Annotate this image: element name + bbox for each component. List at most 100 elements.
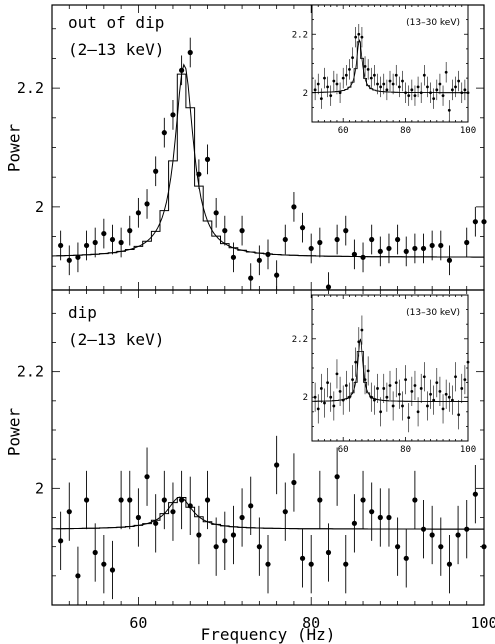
data-point (404, 82, 407, 103)
data-point (274, 260, 280, 290)
data-point (161, 117, 167, 148)
data-point (230, 505, 237, 565)
data-point (248, 263, 254, 290)
data-point (222, 511, 228, 570)
data-point (429, 82, 432, 103)
data-point (351, 239, 357, 270)
data-point (412, 233, 418, 264)
data-point (351, 494, 357, 553)
data-point (404, 365, 407, 395)
data-point (446, 245, 453, 276)
data-point (308, 233, 314, 264)
data-point (291, 453, 297, 512)
data-point (466, 347, 470, 377)
data-point (457, 70, 461, 92)
data-point (357, 327, 361, 357)
data-point (454, 76, 457, 98)
data-point (447, 100, 451, 121)
data-point (335, 73, 339, 95)
data-point (386, 488, 392, 547)
data-point (75, 546, 81, 605)
inset-y-tick-label: 2.2 (292, 30, 308, 40)
data-point (369, 382, 373, 412)
data-point (420, 233, 427, 264)
data-point (401, 391, 404, 421)
data-point (170, 482, 176, 541)
data-point (348, 59, 351, 80)
inset-background (312, 5, 468, 122)
data-point (464, 227, 470, 258)
data-point (326, 76, 329, 98)
data-point (369, 224, 375, 255)
data-point (313, 79, 317, 101)
data-point (153, 494, 159, 553)
data-point (187, 37, 193, 68)
model-curve-line (312, 39, 468, 94)
data-point (144, 189, 150, 219)
data-point (332, 391, 336, 421)
data-point (153, 156, 159, 187)
x-axis-label: Frequency (Hz) (201, 625, 336, 644)
data-point (413, 85, 417, 106)
panel-annotation-line2: (2–13 keV) (68, 330, 164, 349)
data-point (413, 370, 417, 401)
data-point (416, 397, 420, 427)
y-tick-label: 2 (35, 198, 44, 216)
data-point (325, 523, 332, 582)
data-point (299, 529, 306, 588)
data-point (213, 517, 219, 576)
inset-y-tick-label: 2.2 (292, 335, 308, 345)
inset-model-curve (312, 39, 468, 94)
x-tick-label: 60 (129, 614, 147, 632)
data-point (204, 470, 211, 530)
panel-out-of-dip: 2 2.2 out of dip (2–13 keV) Power 60 80 100… (5, 4, 487, 291)
data-point (376, 73, 379, 95)
y-tick-label: 2 (35, 479, 44, 497)
inset-energy-label: (13–30 keV) (406, 308, 460, 318)
data-point (454, 362, 457, 392)
panel-annotation-line2: (2–13 keV) (68, 40, 164, 59)
data-point (357, 24, 361, 45)
inset-model-curve (312, 338, 468, 402)
data-point (343, 535, 349, 594)
data-point (335, 359, 339, 389)
data-point (274, 435, 280, 495)
data-point (343, 215, 349, 246)
data-point (472, 206, 478, 237)
data-point (377, 236, 383, 267)
inset-data-points (313, 315, 470, 433)
data-point (338, 82, 342, 103)
data-point (239, 488, 245, 547)
data-point (422, 362, 426, 392)
data-point (385, 382, 389, 412)
data-point (395, 517, 401, 576)
data-point (92, 523, 98, 582)
data-point (248, 476, 254, 535)
data-point (451, 385, 454, 415)
data-point (118, 470, 124, 530)
data-point (397, 379, 401, 409)
data-point (441, 85, 445, 106)
axis-ticks: 2 2.2 60 80 100 (17, 290, 495, 632)
data-point (463, 79, 467, 101)
x-tick-label: 100 (470, 614, 495, 632)
data-point (317, 470, 323, 530)
data-point (291, 192, 297, 222)
data-point (373, 385, 376, 415)
data-point (144, 447, 150, 506)
model-curve (52, 496, 484, 530)
data-point (366, 59, 370, 80)
data-point (395, 224, 401, 255)
panel-annotation-line1: dip (68, 303, 97, 322)
data-point (179, 470, 185, 530)
data-point (422, 64, 426, 86)
data-point (386, 233, 392, 264)
inset-background (312, 295, 468, 441)
data-point (75, 242, 81, 273)
data-point (407, 85, 411, 106)
data-point (472, 465, 478, 524)
data-point (351, 47, 354, 68)
data-point (397, 76, 401, 98)
y-axis-label: Power (5, 124, 24, 173)
